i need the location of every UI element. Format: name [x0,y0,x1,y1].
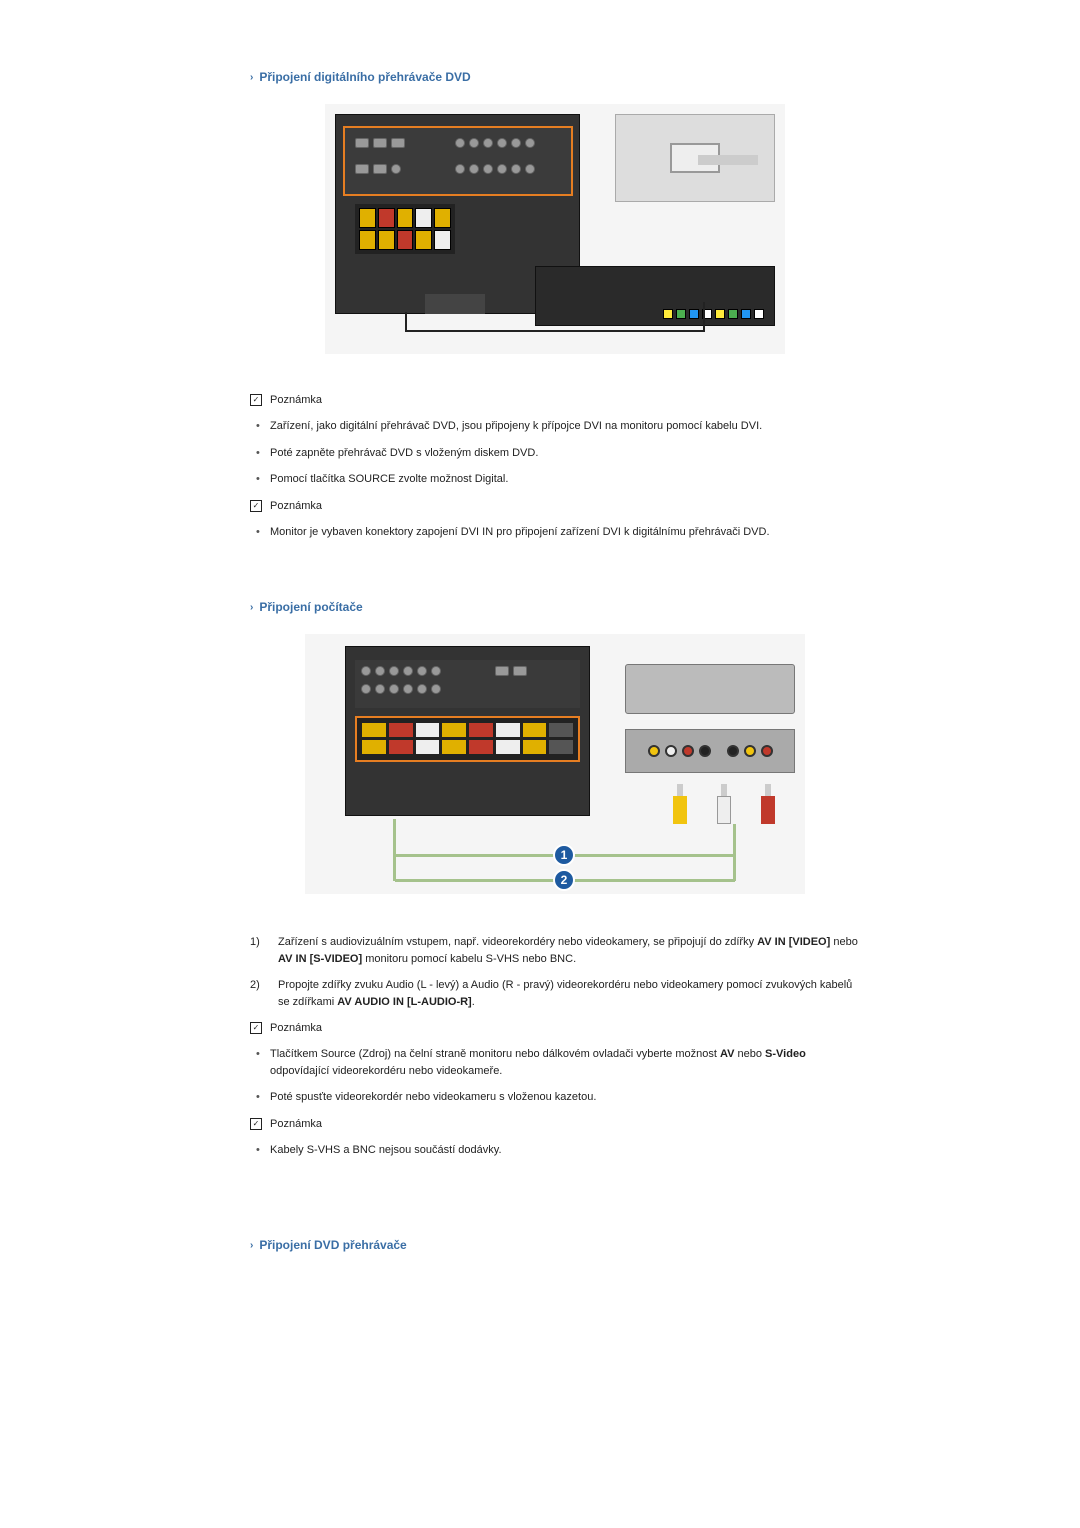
section-3-title: › Připojení DVD přehrávače [250,1238,860,1252]
list-item: • Kabely S-VHS a BNC nejsou součástí dod… [256,1142,860,1159]
note-1b-label: Poznámka [270,500,322,512]
dvd-player-icon [535,266,775,326]
note-1a-label: Poznámka [270,394,322,406]
bullet-text: Zařízení, jako digitální přehrávač DVD, … [270,418,860,435]
bullet-list-2a: • Tlačítkem Source (Zdroj) na čelní stra… [256,1046,860,1106]
section-2-title-text: Připojení počítače [259,600,362,614]
chevron-icon: › [250,72,253,83]
bullet-text: Kabely S-VHS a BNC nejsou součástí dodáv… [270,1142,860,1159]
checkbox-icon: ✓ [250,1118,262,1130]
list-number: 2) [250,977,278,1010]
note-1a: ✓ Poznámka [250,394,860,406]
port-row-icon [355,660,580,708]
monitor-panel-icon [343,126,573,196]
list-item: • Tlačítkem Source (Zdroj) na čelní stra… [256,1046,860,1079]
diagram-1-container [250,104,860,354]
diagram-2-container: 1 2 [250,634,860,894]
section-1-title: › Připojení digitálního přehrávače DVD [250,70,860,84]
bullet-list-1a: • Zařízení, jako digitální přehrávač DVD… [256,418,860,488]
rca-plugs-icon [673,784,775,824]
bullet-text: Poté zapněte přehrávač DVD s vloženým di… [270,445,860,462]
list-item: 1) Zařízení s audiovizuálním vstupem, na… [250,934,860,967]
dvi-closeup-icon [615,114,775,202]
bullet-icon: • [256,418,270,435]
list-number: 1) [250,934,278,967]
chevron-icon: › [250,602,253,613]
bullet-icon: • [256,1142,270,1159]
diagram-2: 1 2 [305,634,805,894]
note-1b: ✓ Poznámka [250,500,860,512]
checkbox-icon: ✓ [250,394,262,406]
section-3-title-text: Připojení DVD přehrávače [259,1238,406,1252]
bullet-icon: • [256,445,270,462]
bullet-list-1b: • Monitor je vybaven konektory zapojení … [256,524,860,541]
ordered-list-2: 1) Zařízení s audiovizuálním vstupem, na… [250,934,860,1010]
section-2-title: › Připojení počítače [250,600,860,614]
chevron-icon: › [250,1240,253,1251]
bullet-text: Poté spusťte videorekordér nebo videokam… [270,1089,860,1106]
list-item: • Monitor je vybaven konektory zapojení … [256,524,860,541]
bullet-text: Monitor je vybaven konektory zapojení DV… [270,524,860,541]
list-item: 2) Propojte zdířky zvuku Audio (L - levý… [250,977,860,1010]
diagram-1 [325,104,785,354]
list-item: • Poté spusťte videorekordér nebo videok… [256,1089,860,1106]
checkbox-icon: ✓ [250,1022,262,1034]
list-text: Zařízení s audiovizuálním vstupem, např.… [278,934,860,967]
bullet-icon: • [256,1046,270,1079]
bullet-text: Tlačítkem Source (Zdroj) na čelní straně… [270,1046,860,1079]
list-text: Propojte zdířky zvuku Audio (L - levý) a… [278,977,860,1010]
badge-2: 2 [553,869,575,891]
bullet-icon: • [256,1089,270,1106]
list-item: • Pomocí tlačítka SOURCE zvolte možnost … [256,471,860,488]
note-2a-label: Poznámka [270,1022,322,1034]
checkbox-icon: ✓ [250,500,262,512]
badge-1: 1 [553,844,575,866]
bullet-icon: • [256,524,270,541]
section-1-title-text: Připojení digitálního přehrávače DVD [259,70,470,84]
wire-icon [393,819,396,881]
bullet-icon: • [256,471,270,488]
port-grid-icon [355,204,455,254]
wire-icon [733,824,736,881]
list-item: • Zařízení, jako digitální přehrávač DVD… [256,418,860,435]
bullet-text: Pomocí tlačítka SOURCE zvolte možnost Di… [270,471,860,488]
vcr-front-icon [625,664,795,714]
list-item: • Poté zapněte přehrávač DVD s vloženým … [256,445,860,462]
note-2b-label: Poznámka [270,1118,322,1130]
highlighted-ports-icon [355,716,580,762]
bullet-list-2b: • Kabely S-VHS a BNC nejsou součástí dod… [256,1142,860,1159]
monitor-stand-icon [425,294,485,314]
vcr-back-icon [625,729,795,773]
note-2b: ✓ Poznámka [250,1118,860,1130]
note-2a: ✓ Poznámka [250,1022,860,1034]
